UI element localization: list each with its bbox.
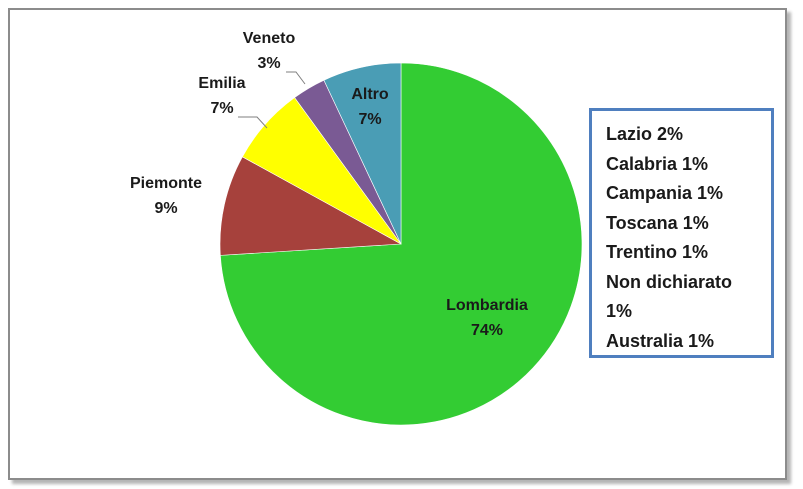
leader-line (286, 71, 306, 85)
details-line: Toscana 1% (606, 212, 709, 233)
slice-percent-label: 3% (257, 55, 280, 72)
details-line: Calabria 1% (606, 153, 709, 174)
details-line: Australia 1% (606, 330, 715, 351)
details-box: Lazio 2% Calabria 1% Campania 1% Toscana… (589, 108, 774, 358)
slice-percent-label: 7% (210, 100, 233, 117)
pie-slice-altro (323, 62, 402, 245)
slice-percent-label: 7% (358, 111, 381, 128)
slice-label: Lombardia (446, 297, 528, 314)
details-line: Campania 1% (606, 183, 724, 203)
pie-slice-piemonte (219, 156, 403, 256)
slice-label: Piemonte (130, 175, 202, 192)
slice-label: Veneto (243, 30, 296, 47)
slice-percent-label: 74% (471, 322, 503, 339)
details-line: Trentino 1% (606, 242, 709, 262)
slice-percent-label: 9% (154, 200, 177, 217)
slice-label: Altro (351, 86, 389, 103)
details-line: 1% (606, 301, 633, 321)
leader-line (238, 116, 268, 129)
details-line: Non dichiarato (606, 271, 733, 292)
slice-label: Emilia (198, 75, 245, 92)
details-line: Lazio 2% (606, 124, 684, 144)
